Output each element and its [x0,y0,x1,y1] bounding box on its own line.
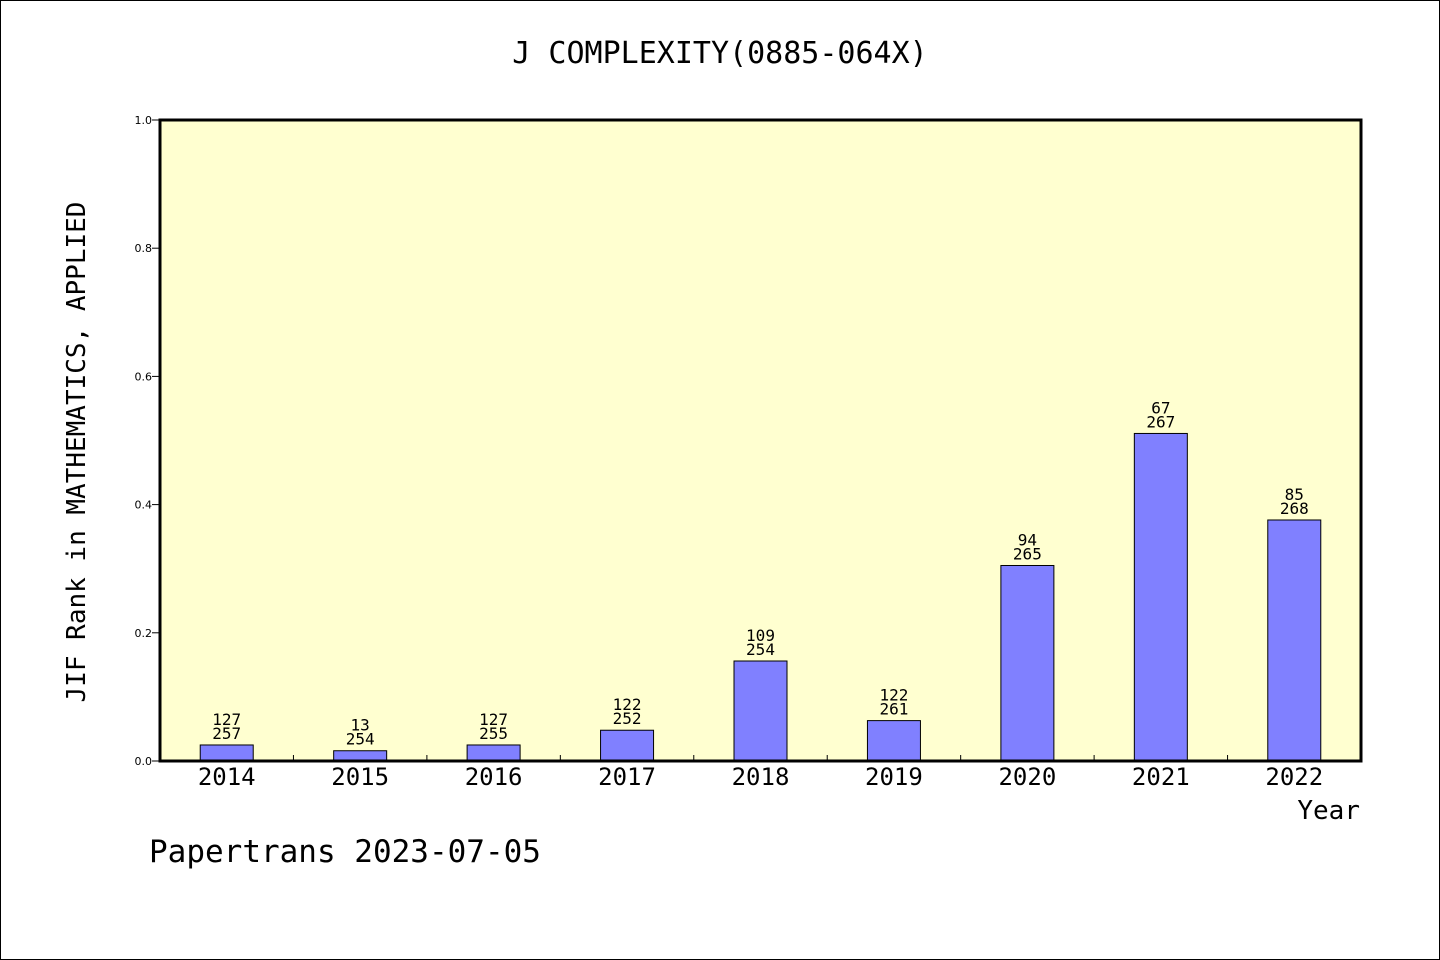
x-tick-label: 2017 [598,763,656,791]
y-tick-label: 0.6 [135,370,153,383]
bar [600,729,655,762]
bar [333,750,388,762]
bar-label-rank: 109 [746,626,775,645]
y-tick-label: 0.4 [135,499,153,512]
bar-label-total: 268 [1280,499,1309,518]
bar-label-rank: 13 [351,716,370,735]
plot-border [158,118,1363,763]
bar-label-rank: 122 [613,695,642,714]
bar-label-total: 254 [746,640,775,659]
bar-label-total: 261 [879,700,908,719]
chart-title: J COMPLEXITY(0885-064X) [512,36,928,71]
bar [466,744,521,762]
y-tick-label: 0.2 [135,627,153,640]
x-tick-label: 2018 [732,763,790,791]
x-tick-label: 2019 [865,763,923,791]
x-tick-label: 2021 [1132,763,1190,791]
x-tick-label: 2016 [465,763,523,791]
y-tick-label: 0.8 [135,242,153,255]
bar-label-total: 255 [479,724,508,743]
bar-label-rank: 122 [879,686,908,705]
bar-label-rank: 67 [1151,398,1170,417]
footer-credit: Papertrans 2023-07-05 [149,834,541,870]
bar-label-total: 257 [212,724,241,743]
x-tick-label: 2022 [1265,763,1323,791]
bar-label-rank: 127 [212,710,241,729]
bar-label-total: 254 [346,730,375,749]
y-tick-label: 0.0 [135,755,153,768]
bar-label-total: 252 [613,709,642,728]
bar [199,744,254,762]
bar-label-rank: 94 [1018,530,1037,549]
bar [1267,519,1322,762]
bar [733,660,788,762]
bar [866,720,921,762]
bar-label-total: 265 [1013,544,1042,563]
bar [1000,564,1055,762]
bar-label-total: 267 [1146,412,1175,431]
bar [1133,432,1188,762]
bar-label-rank: 85 [1285,485,1304,504]
bar-label-rank: 127 [479,710,508,729]
x-axis-label: Year [1297,796,1360,826]
x-tick-label: 2015 [331,763,389,791]
x-tick-label: 2014 [198,763,256,791]
x-tick-label: 2020 [998,763,1056,791]
y-tick-label: 1.0 [135,114,153,127]
